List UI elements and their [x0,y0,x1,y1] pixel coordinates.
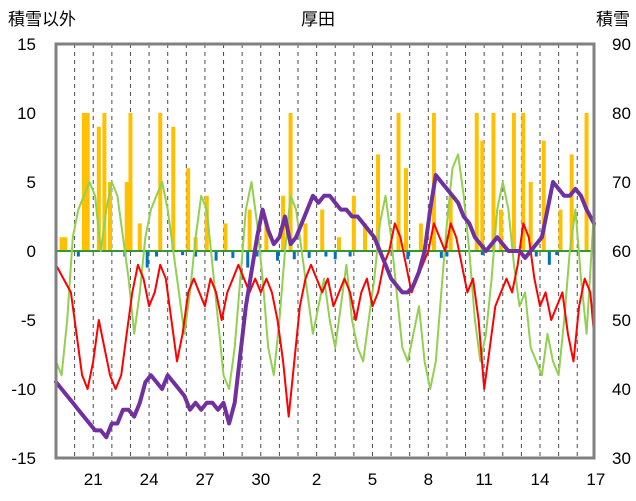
x-tick-label: 5 [368,470,377,489]
precipitation-bar [102,113,107,251]
blue-bar [406,251,410,260]
y-axis-left-ticks: 15 10 5 0 -5 -10 -15 [11,35,36,468]
y-axis-right-ticks: 90 80 70 60 50 40 30 [612,35,631,468]
vertical-gridlines [55,44,578,458]
y-right-tick-label: 30 [612,449,631,468]
precipitation-bar [541,140,546,251]
precipitation-bar [137,223,142,251]
precipitation-bar [59,237,64,251]
precipitation-bar [511,113,516,251]
y-left-tick-label: 10 [17,104,36,123]
precipitation-bar [418,223,423,251]
precipitation-bar [491,113,496,251]
blue-bar [445,251,449,257]
series-line-snow-depth [54,173,596,440]
precipitation-bar [63,237,68,251]
chart-title: 厚田 [301,10,335,30]
y-left-tick-label: 15 [17,35,36,54]
precipitation-bar [204,195,209,251]
precipitation-bar [474,113,479,251]
precipitation-bar [403,168,408,251]
blue-bar [439,251,443,258]
y-left-tick-label: -15 [11,449,36,468]
blue-bar [324,251,328,257]
x-tick-label: 2 [312,470,321,489]
x-tick-label: 21 [84,470,103,489]
blue-bar [155,251,159,257]
plot-frame [54,42,596,460]
x-tick-label: 24 [140,470,159,489]
y-axis-left-label: 積雪以外 [8,10,76,30]
blue-bar [181,251,185,256]
blue-bar [194,251,198,257]
precipitation-bar [396,113,401,251]
precipitation-bar [171,126,176,251]
blue-bar [333,251,337,260]
precipitation-bar [247,209,252,251]
precipitation-bar [158,113,163,251]
blue-bar [76,251,80,257]
x-tick-label: 14 [531,470,550,489]
x-tick-label: 8 [424,470,433,489]
x-tick-label: 17 [586,470,605,489]
precipitation-bar [480,140,485,251]
x-tick-label: 30 [251,470,270,489]
blue-bar [292,251,296,260]
precipitation-bar [521,113,526,251]
precipitation-bar [264,223,269,251]
precipitation-bar [569,154,574,251]
y-left-tick-label: -5 [21,311,36,330]
blue-bar [547,251,551,265]
precipitation-bar [288,113,293,251]
precipitation-bar [107,182,112,251]
precipitation-bar [363,223,368,251]
blue-bar [145,251,149,268]
blue-bars [76,251,559,268]
precipitation-bar [320,209,325,251]
y-right-tick-label: 70 [612,173,631,192]
precipitation-bar [128,113,133,251]
blue-bar [246,251,250,268]
y-left-tick-label: -10 [11,380,36,399]
blue-bar [231,251,235,258]
precipitation-bar [81,113,86,251]
y-right-tick-label: 40 [612,380,631,399]
precipitation-bar [498,209,503,251]
precipitation-bar [223,223,228,251]
x-tick-label: 11 [475,470,493,489]
blue-bar [534,251,538,257]
series-line-temperature [55,222,595,418]
blue-bar [255,251,259,257]
precipitation-bar [528,182,533,251]
y-axis-right-label: 積雪 [596,10,630,30]
precipitation-bar [336,237,341,251]
blue-bar [555,251,559,256]
precipitation-bar [376,154,381,251]
blue-bar [276,251,280,261]
y-right-tick-label: 80 [612,104,631,123]
precipitation-bar [124,182,129,251]
blue-bar [348,251,352,257]
blue-bar [480,251,484,256]
y-left-tick-label: 5 [27,173,36,192]
precipitation-bar [96,126,101,251]
precipitation-bars [59,113,589,251]
x-tick-label: 27 [195,470,214,489]
y-right-tick-label: 90 [612,35,631,54]
precipitation-bar [186,168,191,251]
precipitation-bar [584,113,589,251]
blue-bar [214,251,218,261]
y-right-tick-label: 60 [612,242,631,261]
y-right-tick-label: 50 [612,311,631,330]
precipitation-bar [558,209,563,251]
precipitation-bar [351,195,356,251]
y-left-tick-label: 0 [27,242,36,261]
series-line-green [55,153,595,390]
precipitation-bar [85,113,90,251]
blue-bar [307,251,311,258]
x-axis-ticks: 21 24 27 30 2 5 8 11 14 17 [84,470,606,489]
precipitation-bar [303,223,308,251]
